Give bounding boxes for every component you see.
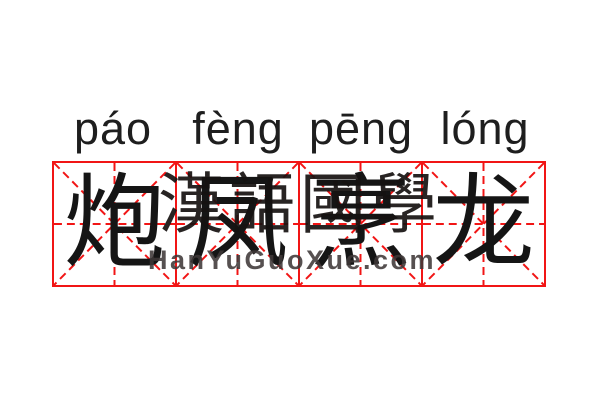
tianzige-guides-icon: [423, 163, 544, 285]
watermark-hanzi: 漢語國學: [158, 166, 442, 243]
tianzige-cell-1: 炮: [54, 163, 175, 285]
tianzige-guides-icon: [54, 163, 175, 285]
tianzige-guides-icon: [300, 163, 421, 285]
pinyin-syllable-1: páo: [73, 103, 153, 154]
hanzi-character-2: 凤: [186, 164, 289, 283]
watermark-site-url: HanYuGuoXue.com: [147, 245, 437, 275]
pinyin-syllable-2: fèng: [192, 103, 284, 154]
pinyin-syllable-3: pēng: [308, 103, 414, 154]
tianzige-cell-2: 凤: [175, 163, 298, 285]
hanzi-character-3: 烹: [309, 164, 412, 283]
tianzige-cell-3: 烹: [298, 163, 421, 285]
hanzi-character-1: 炮: [63, 164, 166, 283]
pinyin-syllable-4: lóng: [440, 103, 530, 154]
hanzi-character-4: 龙: [432, 164, 535, 283]
tianzige-cell-4: 龙: [421, 163, 544, 285]
tianzige-grid: 炮 凤 烹: [52, 161, 546, 287]
tianzige-guides-icon: [177, 163, 298, 285]
